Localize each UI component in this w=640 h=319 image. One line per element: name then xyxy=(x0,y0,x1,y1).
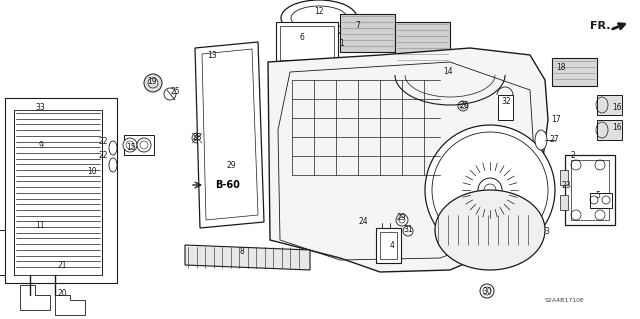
Text: 12: 12 xyxy=(314,8,324,17)
Bar xyxy=(276,22,338,64)
Text: 24: 24 xyxy=(358,218,368,226)
Ellipse shape xyxy=(144,74,162,92)
Text: 9: 9 xyxy=(38,140,44,150)
Text: 21: 21 xyxy=(57,261,67,270)
Bar xyxy=(376,228,401,263)
Text: 23: 23 xyxy=(561,181,571,189)
Text: 26: 26 xyxy=(459,100,469,109)
Text: 29: 29 xyxy=(226,160,236,169)
Text: 7: 7 xyxy=(356,20,360,29)
Text: 10: 10 xyxy=(87,167,97,176)
Ellipse shape xyxy=(435,190,545,270)
Text: S2A4B1710E: S2A4B1710E xyxy=(545,298,585,302)
Bar xyxy=(498,95,513,120)
Text: 29: 29 xyxy=(396,213,406,222)
Text: 22: 22 xyxy=(99,151,108,160)
Bar xyxy=(560,195,568,210)
Text: 16: 16 xyxy=(612,102,622,112)
Bar xyxy=(571,160,609,220)
Text: 28: 28 xyxy=(192,133,202,143)
Bar xyxy=(552,58,597,86)
Text: 15: 15 xyxy=(126,143,136,152)
Bar xyxy=(5,98,117,283)
Bar xyxy=(380,232,397,259)
Text: 8: 8 xyxy=(239,248,244,256)
Text: 17: 17 xyxy=(551,115,561,124)
Text: 32: 32 xyxy=(501,98,511,107)
Text: 6: 6 xyxy=(300,33,305,42)
Text: 5: 5 xyxy=(596,191,600,201)
Polygon shape xyxy=(185,245,310,270)
Text: 20: 20 xyxy=(57,288,67,298)
Bar xyxy=(597,120,622,140)
Ellipse shape xyxy=(478,178,502,202)
Text: 18: 18 xyxy=(556,63,566,71)
Bar xyxy=(280,26,334,60)
Polygon shape xyxy=(195,42,264,228)
Ellipse shape xyxy=(281,0,357,36)
Text: 3: 3 xyxy=(545,227,549,236)
Bar xyxy=(597,95,622,115)
Text: 31: 31 xyxy=(403,226,413,234)
Text: 4: 4 xyxy=(390,241,394,249)
Polygon shape xyxy=(268,48,548,272)
Text: 25: 25 xyxy=(170,87,180,97)
Text: 13: 13 xyxy=(207,50,217,60)
Text: 16: 16 xyxy=(612,122,622,131)
Text: 22: 22 xyxy=(99,137,108,146)
Ellipse shape xyxy=(425,125,555,255)
Text: 2: 2 xyxy=(571,151,575,160)
Text: FR.: FR. xyxy=(589,21,611,31)
Bar xyxy=(560,170,568,185)
Text: 19: 19 xyxy=(147,78,157,86)
Bar xyxy=(565,155,615,225)
Ellipse shape xyxy=(137,138,151,152)
Ellipse shape xyxy=(123,138,137,152)
Text: 30: 30 xyxy=(482,287,492,296)
Text: 27: 27 xyxy=(549,136,559,145)
Text: 14: 14 xyxy=(443,68,453,77)
Bar xyxy=(124,135,154,155)
Bar xyxy=(395,22,450,68)
Text: 11: 11 xyxy=(35,221,45,231)
Text: B-60: B-60 xyxy=(215,180,240,190)
Text: 1: 1 xyxy=(340,40,344,48)
Bar xyxy=(14,110,102,275)
Ellipse shape xyxy=(535,130,547,150)
Bar xyxy=(590,193,612,208)
Text: 33: 33 xyxy=(35,103,45,113)
Ellipse shape xyxy=(291,6,347,30)
Bar xyxy=(340,14,395,52)
Ellipse shape xyxy=(480,284,494,298)
